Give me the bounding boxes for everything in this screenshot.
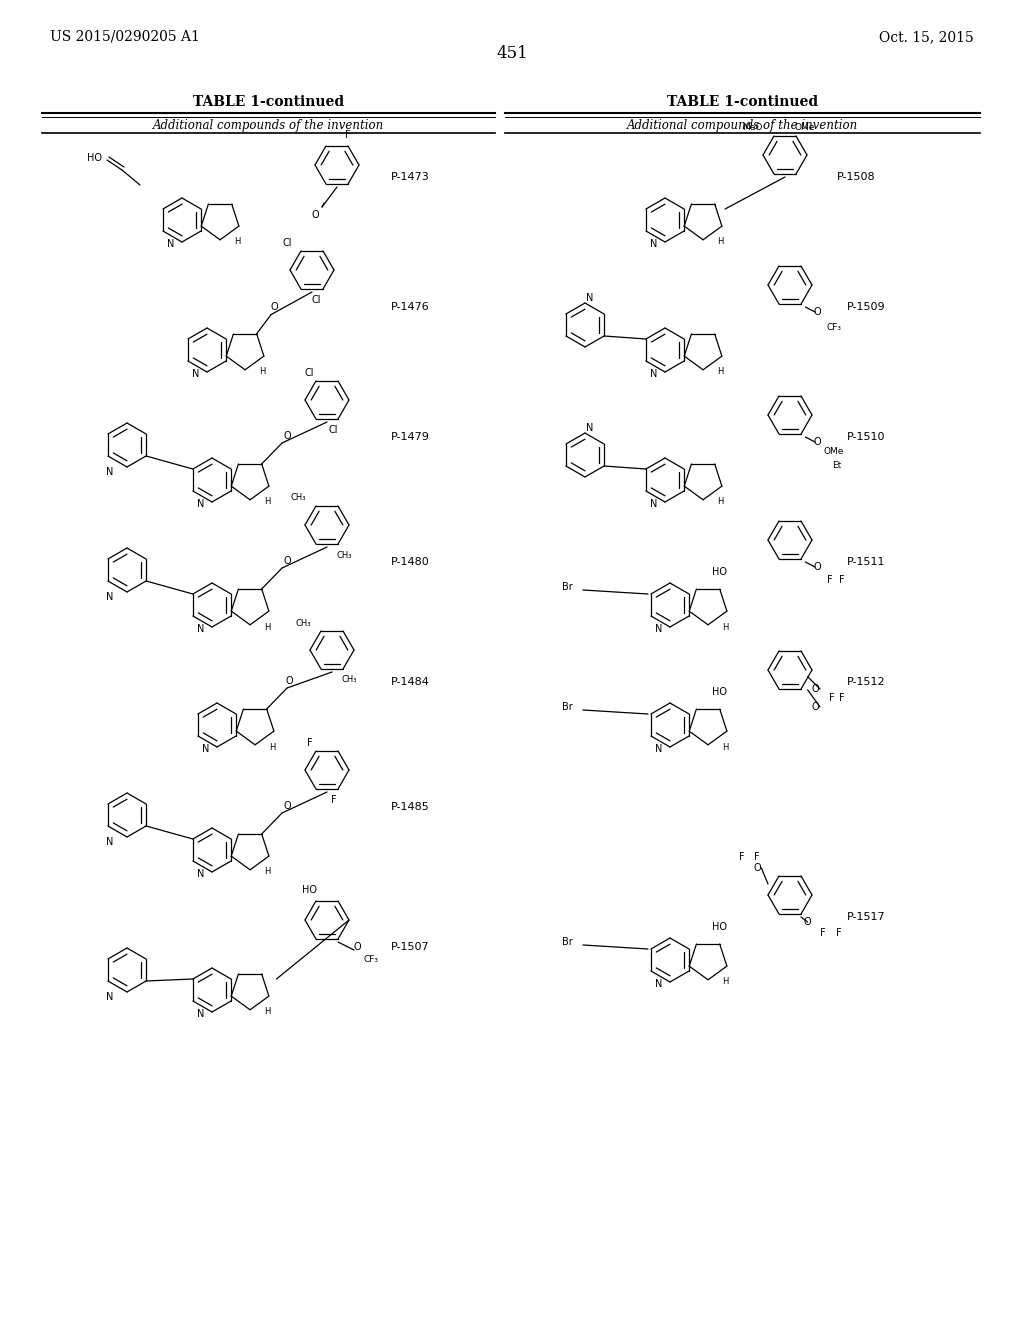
- Text: P-1479: P-1479: [391, 432, 430, 442]
- Text: P-1484: P-1484: [391, 677, 430, 686]
- Text: O: O: [811, 684, 819, 694]
- Text: HO: HO: [712, 568, 727, 577]
- Text: O: O: [754, 863, 761, 873]
- Text: F: F: [840, 693, 845, 704]
- Text: H: H: [723, 623, 729, 631]
- Text: N: N: [106, 837, 114, 847]
- Text: N: N: [650, 370, 657, 379]
- Text: CH₃: CH₃: [337, 550, 352, 560]
- Text: F: F: [306, 738, 312, 748]
- Text: OMe: OMe: [795, 124, 815, 132]
- Text: CH₃: CH₃: [291, 494, 306, 503]
- Text: H: H: [264, 623, 270, 631]
- Text: O: O: [284, 432, 291, 441]
- Text: MeO: MeO: [741, 124, 762, 132]
- Text: Br: Br: [561, 937, 572, 946]
- Text: 451: 451: [496, 45, 528, 62]
- Text: P-1473: P-1473: [391, 172, 430, 182]
- Text: P-1512: P-1512: [847, 677, 885, 686]
- Text: HO: HO: [302, 884, 316, 895]
- Text: O: O: [804, 917, 811, 927]
- Text: N: N: [650, 239, 657, 249]
- Text: F: F: [829, 693, 835, 704]
- Text: Br: Br: [561, 582, 572, 591]
- Text: Cl: Cl: [283, 238, 292, 248]
- Text: N: N: [203, 744, 210, 754]
- Text: N: N: [655, 744, 663, 754]
- Text: OMe: OMe: [824, 447, 844, 457]
- Text: H: H: [264, 1007, 270, 1016]
- Text: H: H: [718, 498, 724, 507]
- Text: N: N: [167, 239, 175, 249]
- Text: N: N: [198, 869, 205, 879]
- Text: O: O: [813, 437, 821, 447]
- Text: Et: Et: [833, 461, 842, 470]
- Text: O: O: [284, 556, 291, 566]
- Text: P-1507: P-1507: [391, 942, 430, 952]
- Text: P-1476: P-1476: [391, 302, 430, 312]
- Text: F: F: [820, 928, 825, 939]
- Text: Oct. 15, 2015: Oct. 15, 2015: [880, 30, 974, 44]
- Text: F: F: [840, 576, 845, 585]
- Text: CF₃: CF₃: [364, 956, 379, 965]
- Text: HO: HO: [712, 921, 727, 932]
- Text: F: F: [836, 928, 841, 939]
- Text: F: F: [738, 851, 744, 862]
- Text: Br: Br: [561, 702, 572, 711]
- Text: O: O: [813, 562, 821, 572]
- Text: N: N: [650, 499, 657, 510]
- Text: N: N: [198, 624, 205, 634]
- Text: H: H: [718, 367, 724, 376]
- Text: TABLE 1-continued: TABLE 1-continued: [193, 95, 344, 110]
- Text: N: N: [106, 591, 114, 602]
- Text: N: N: [198, 1010, 205, 1019]
- Text: N: N: [655, 624, 663, 634]
- Text: P-1480: P-1480: [391, 557, 430, 568]
- Text: N: N: [586, 422, 593, 433]
- Text: F: F: [331, 795, 337, 805]
- Text: H: H: [723, 742, 729, 751]
- Text: O: O: [284, 801, 291, 810]
- Text: F: F: [827, 576, 833, 585]
- Text: CH₃: CH₃: [296, 619, 311, 627]
- Text: H: H: [264, 867, 270, 876]
- Text: N: N: [655, 979, 663, 989]
- Text: HO: HO: [86, 153, 101, 162]
- Text: H: H: [718, 238, 724, 247]
- Text: H: H: [264, 498, 270, 507]
- Text: O: O: [270, 301, 278, 312]
- Text: HO: HO: [712, 686, 727, 697]
- Text: P-1517: P-1517: [847, 912, 885, 921]
- Text: H: H: [269, 742, 275, 751]
- Text: N: N: [198, 499, 205, 510]
- Text: N: N: [193, 370, 200, 379]
- Text: Additional compounds of the invention: Additional compounds of the invention: [627, 119, 858, 132]
- Text: O: O: [811, 702, 819, 711]
- Text: F: F: [755, 851, 760, 862]
- Text: CF₃: CF₃: [826, 322, 842, 331]
- Text: O: O: [353, 942, 360, 952]
- Text: O: O: [311, 210, 318, 220]
- Text: F: F: [345, 129, 351, 140]
- Text: N: N: [586, 293, 593, 304]
- Text: US 2015/0290205 A1: US 2015/0290205 A1: [50, 30, 200, 44]
- Text: Cl: Cl: [329, 425, 338, 436]
- Text: Additional compounds of the invention: Additional compounds of the invention: [153, 119, 384, 132]
- Text: P-1509: P-1509: [847, 302, 885, 312]
- Text: Cl: Cl: [305, 368, 314, 378]
- Text: TABLE 1-continued: TABLE 1-continued: [667, 95, 818, 110]
- Text: H: H: [234, 238, 241, 247]
- Text: H: H: [259, 367, 266, 376]
- Text: O: O: [286, 676, 293, 686]
- Text: H: H: [723, 978, 729, 986]
- Text: P-1508: P-1508: [837, 172, 874, 182]
- Text: P-1510: P-1510: [847, 432, 885, 442]
- Text: N: N: [106, 993, 114, 1002]
- Text: P-1485: P-1485: [391, 803, 430, 812]
- Text: Cl: Cl: [311, 294, 322, 305]
- Text: N: N: [106, 467, 114, 477]
- Text: P-1511: P-1511: [847, 557, 885, 568]
- Text: CH₃: CH₃: [342, 676, 357, 685]
- Text: O: O: [813, 308, 821, 317]
